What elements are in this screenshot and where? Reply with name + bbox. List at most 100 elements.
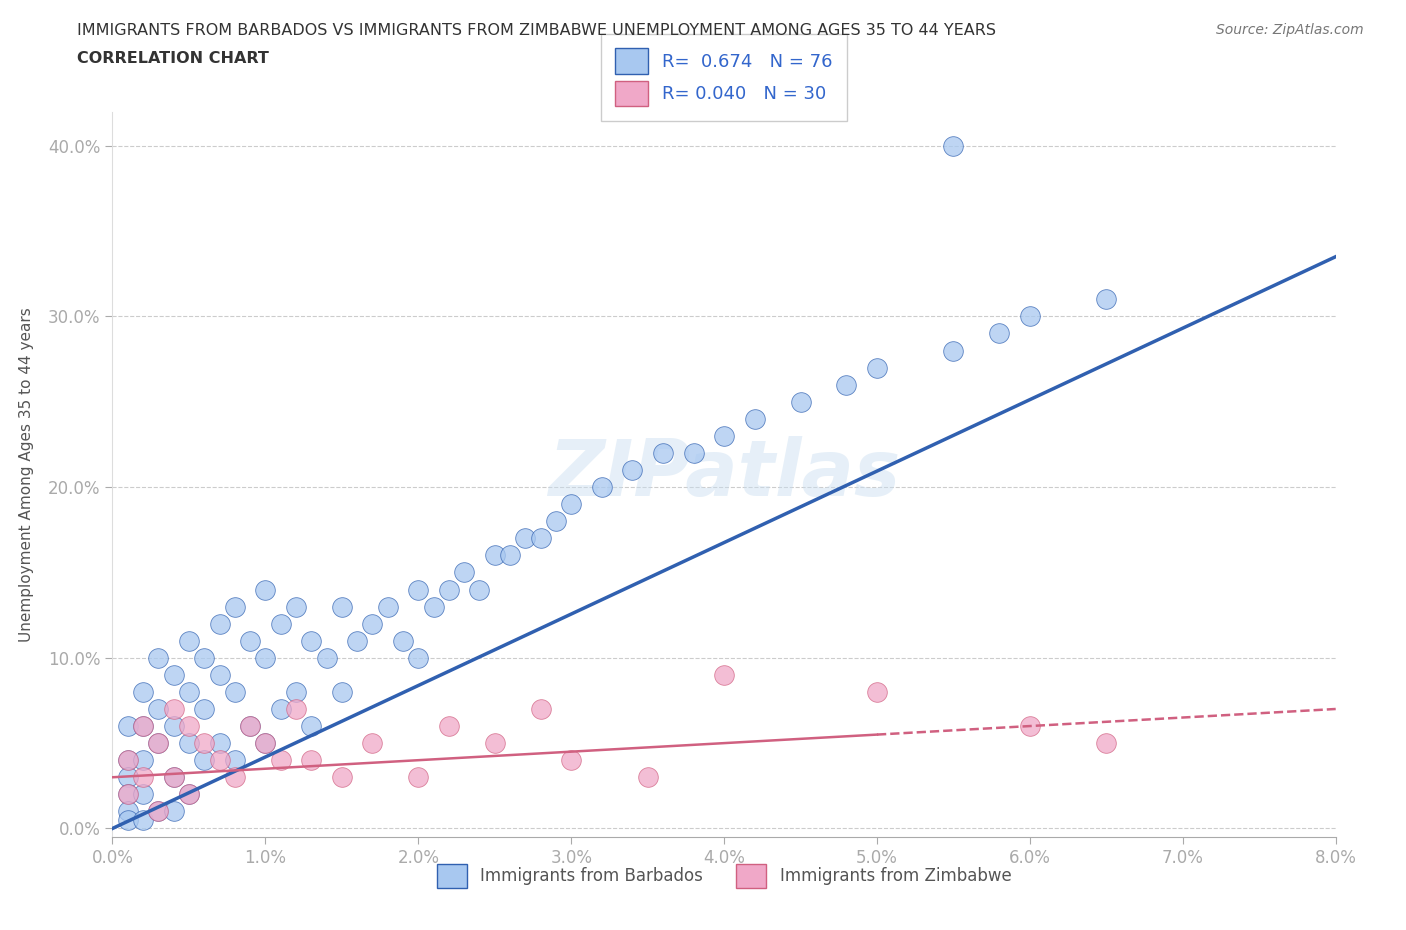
Point [177, 787, 200, 802]
Point [560, 497, 582, 512]
Point [637, 770, 659, 785]
Point [117, 719, 139, 734]
Point [254, 736, 277, 751]
Point [132, 719, 155, 734]
Text: ZIPatlas: ZIPatlas [548, 436, 900, 512]
Point [484, 548, 506, 563]
Point [163, 701, 186, 716]
Point [392, 633, 415, 648]
Point [224, 770, 246, 785]
Point [437, 582, 460, 597]
Point [484, 736, 506, 751]
Point [1095, 292, 1118, 307]
Point [682, 445, 704, 460]
Point [177, 787, 200, 802]
Point [177, 719, 200, 734]
Point [193, 736, 215, 751]
Point [560, 752, 582, 767]
Point [621, 462, 644, 477]
Point [330, 599, 353, 614]
Point [117, 813, 139, 828]
Point [515, 531, 537, 546]
Point [299, 752, 322, 767]
Point [239, 719, 262, 734]
Point [1018, 719, 1040, 734]
Point [163, 668, 186, 683]
Point [193, 701, 215, 716]
Point [299, 633, 322, 648]
Point [132, 752, 155, 767]
Point [132, 684, 155, 699]
Point [544, 513, 567, 528]
Point [744, 411, 766, 426]
Point [835, 378, 858, 392]
Point [408, 582, 430, 597]
Point [163, 719, 186, 734]
Point [224, 752, 246, 767]
Text: CORRELATION CHART: CORRELATION CHART [77, 51, 269, 66]
Point [270, 617, 292, 631]
Point [408, 650, 430, 665]
Point [208, 617, 231, 631]
Point [132, 719, 155, 734]
Point [132, 813, 155, 828]
Point [254, 736, 277, 751]
Point [499, 548, 522, 563]
Point [117, 787, 139, 802]
Point [284, 599, 308, 614]
Point [132, 770, 155, 785]
Point [239, 633, 262, 648]
Point [177, 684, 200, 699]
Point [148, 804, 170, 818]
Point [315, 650, 337, 665]
Point [132, 787, 155, 802]
Text: IMMIGRANTS FROM BARBADOS VS IMMIGRANTS FROM ZIMBABWE UNEMPLOYMENT AMONG AGES 35 : IMMIGRANTS FROM BARBADOS VS IMMIGRANTS F… [77, 23, 997, 38]
Point [163, 770, 186, 785]
Point [117, 752, 139, 767]
Point [239, 719, 262, 734]
Point [163, 804, 186, 818]
Point [789, 394, 811, 409]
Point [208, 736, 231, 751]
Text: Source: ZipAtlas.com: Source: ZipAtlas.com [1216, 23, 1364, 37]
Point [254, 582, 277, 597]
Point [148, 736, 170, 751]
Point [942, 139, 965, 153]
Point [346, 633, 368, 648]
Point [866, 360, 889, 375]
Point [468, 582, 491, 597]
Point [208, 668, 231, 683]
Point [163, 770, 186, 785]
Point [408, 770, 430, 785]
Point [177, 633, 200, 648]
Point [652, 445, 675, 460]
Point [361, 736, 384, 751]
Point [284, 701, 308, 716]
Point [193, 650, 215, 665]
Point [529, 701, 551, 716]
Point [330, 770, 353, 785]
Point [453, 565, 475, 580]
Point [988, 326, 1011, 341]
Point [361, 617, 384, 631]
Point [713, 429, 735, 444]
Point [148, 736, 170, 751]
Point [422, 599, 444, 614]
Point [117, 787, 139, 802]
Point [1018, 309, 1040, 324]
Point [193, 752, 215, 767]
Point [866, 684, 889, 699]
Point [437, 719, 460, 734]
Legend: Immigrants from Barbados, Immigrants from Zimbabwe: Immigrants from Barbados, Immigrants fro… [423, 851, 1025, 901]
Point [148, 804, 170, 818]
Point [117, 752, 139, 767]
Point [1095, 736, 1118, 751]
Point [117, 804, 139, 818]
Point [529, 531, 551, 546]
Point [270, 752, 292, 767]
Point [591, 480, 613, 495]
Point [377, 599, 399, 614]
Y-axis label: Unemployment Among Ages 35 to 44 years: Unemployment Among Ages 35 to 44 years [20, 307, 34, 642]
Point [117, 770, 139, 785]
Point [284, 684, 308, 699]
